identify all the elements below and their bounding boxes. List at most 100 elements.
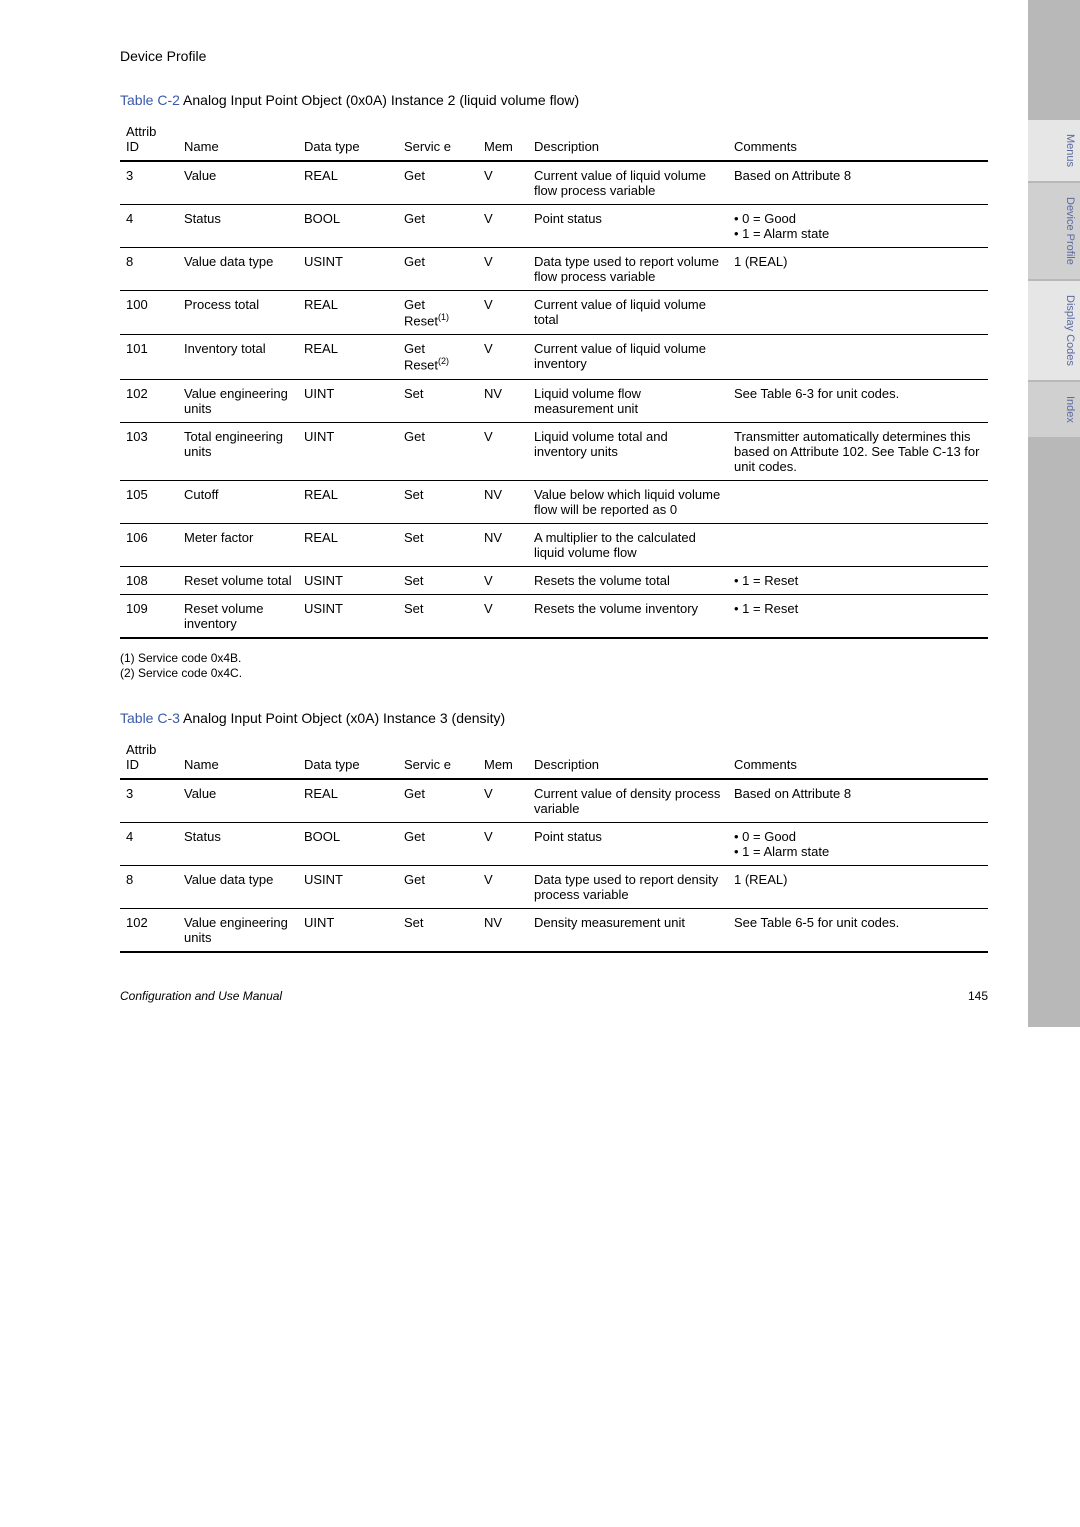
cell-comments	[728, 335, 988, 379]
cell-attrib-id: 8	[120, 248, 178, 291]
side-tab[interactable]: Menus	[1028, 120, 1080, 181]
col-datatype: Data type	[298, 118, 398, 161]
col-attrib-id: Attrib ID	[120, 736, 178, 779]
table-row: 4StatusBOOLGetVPoint status0 = Good1 = A…	[120, 822, 988, 865]
cell-name: Value engineering units	[178, 908, 298, 952]
cell-service: Set	[398, 523, 478, 566]
cell-name: Process total	[178, 291, 298, 335]
cell-datatype: REAL	[298, 480, 398, 523]
table-row: 100Process totalREALGetReset(1)VCurrent …	[120, 291, 988, 335]
cell-service: Get	[398, 422, 478, 480]
cell-service: Get	[398, 248, 478, 291]
right-tab-bar: MenusDevice ProfileDisplay CodesIndex	[1028, 0, 1080, 1027]
cell-mem: V	[478, 422, 528, 480]
cell-comments: 0 = Good1 = Alarm state	[728, 822, 988, 865]
cell-desc: Data type used to report density process…	[528, 865, 728, 908]
cell-mem: V	[478, 779, 528, 823]
table-c2: Attrib ID Name Data type Servic e Mem De…	[120, 118, 988, 639]
table-row: 103Total engineering unitsUINTGetVLiquid…	[120, 422, 988, 480]
cell-name: Value data type	[178, 248, 298, 291]
table-row: 102Value engineering unitsUINTSetNVDensi…	[120, 908, 988, 952]
cell-datatype: REAL	[298, 779, 398, 823]
cell-comments: Based on Attribute 8	[728, 161, 988, 205]
cell-name: Reset volume inventory	[178, 594, 298, 638]
col-comments: Comments	[728, 736, 988, 779]
cell-comments: 1 = Reset	[728, 594, 988, 638]
cell-name: Status	[178, 205, 298, 248]
cell-service: Get	[398, 822, 478, 865]
table-c2-prefix: Table C-2	[120, 92, 180, 108]
footer-title: Configuration and Use Manual	[120, 989, 282, 1003]
table-c2-caption: Table C-2 Analog Input Point Object (0x0…	[120, 92, 988, 108]
col-desc: Description	[528, 736, 728, 779]
cell-mem: V	[478, 822, 528, 865]
table-c2-footnotes: (1) Service code 0x4B. (2) Service code …	[120, 651, 988, 682]
cell-desc: Value below which liquid volume flow wil…	[528, 480, 728, 523]
cell-mem: NV	[478, 480, 528, 523]
col-mem: Mem	[478, 118, 528, 161]
cell-datatype: UINT	[298, 379, 398, 422]
cell-mem: V	[478, 205, 528, 248]
cell-service: Set	[398, 379, 478, 422]
cell-attrib-id: 4	[120, 205, 178, 248]
cell-datatype: REAL	[298, 161, 398, 205]
cell-attrib-id: 100	[120, 291, 178, 335]
cell-desc: Current value of density process variabl…	[528, 779, 728, 823]
page-footer: Configuration and Use Manual 145	[120, 989, 988, 1003]
table-c2-title: Analog Input Point Object (0x0A) Instanc…	[183, 92, 579, 108]
cell-mem: NV	[478, 523, 528, 566]
cell-attrib-id: 106	[120, 523, 178, 566]
side-tab[interactable]: Display Codes	[1028, 281, 1080, 380]
table-row: 108Reset volume totalUSINTSetVResets the…	[120, 566, 988, 594]
cell-mem: NV	[478, 908, 528, 952]
cell-name: Status	[178, 822, 298, 865]
cell-comments: See Table 6-5 for unit codes.	[728, 908, 988, 952]
table-c3-prefix: Table C-3	[120, 710, 180, 726]
cell-datatype: BOOL	[298, 205, 398, 248]
cell-name: Total engineering units	[178, 422, 298, 480]
cell-mem: NV	[478, 379, 528, 422]
col-mem: Mem	[478, 736, 528, 779]
side-tab[interactable]: Device Profile	[1028, 183, 1080, 279]
cell-service: Get	[398, 161, 478, 205]
cell-comments: 1 (REAL)	[728, 865, 988, 908]
cell-service: Get	[398, 865, 478, 908]
cell-service: GetReset(1)	[398, 291, 478, 335]
cell-datatype: REAL	[298, 335, 398, 379]
col-attrib-id: Attrib ID	[120, 118, 178, 161]
cell-desc: Current value of liquid volume inventory	[528, 335, 728, 379]
cell-name: Value data type	[178, 865, 298, 908]
cell-desc: Liquid volume flow measurement unit	[528, 379, 728, 422]
cell-comments: Based on Attribute 8	[728, 779, 988, 823]
cell-attrib-id: 109	[120, 594, 178, 638]
cell-name: Value	[178, 779, 298, 823]
cell-datatype: UINT	[298, 422, 398, 480]
cell-desc: Point status	[528, 205, 728, 248]
cell-attrib-id: 3	[120, 161, 178, 205]
cell-service: Set	[398, 594, 478, 638]
table-row: 101Inventory totalREALGetReset(2)VCurren…	[120, 335, 988, 379]
cell-mem: V	[478, 335, 528, 379]
cell-comments: 1 = Reset	[728, 566, 988, 594]
table-row: 3ValueREALGetVCurrent value of liquid vo…	[120, 161, 988, 205]
footnote-2: (2) Service code 0x4C.	[120, 666, 988, 682]
cell-comments	[728, 523, 988, 566]
cell-attrib-id: 103	[120, 422, 178, 480]
cell-desc: A multiplier to the calculated liquid vo…	[528, 523, 728, 566]
cell-datatype: BOOL	[298, 822, 398, 865]
cell-service: Set	[398, 480, 478, 523]
cell-datatype: USINT	[298, 566, 398, 594]
table-c3-title: Analog Input Point Object (x0A) Instance…	[183, 710, 505, 726]
col-service: Servic e	[398, 118, 478, 161]
cell-mem: V	[478, 161, 528, 205]
col-comments: Comments	[728, 118, 988, 161]
cell-name: Reset volume total	[178, 566, 298, 594]
cell-attrib-id: 105	[120, 480, 178, 523]
cell-comments: See Table 6-3 for unit codes.	[728, 379, 988, 422]
cell-desc: Point status	[528, 822, 728, 865]
side-tab[interactable]: Index	[1028, 382, 1080, 437]
cell-attrib-id: 102	[120, 908, 178, 952]
page-content: Device Profile Table C-2 Analog Input Po…	[0, 0, 1028, 1027]
cell-comments	[728, 291, 988, 335]
col-name: Name	[178, 736, 298, 779]
